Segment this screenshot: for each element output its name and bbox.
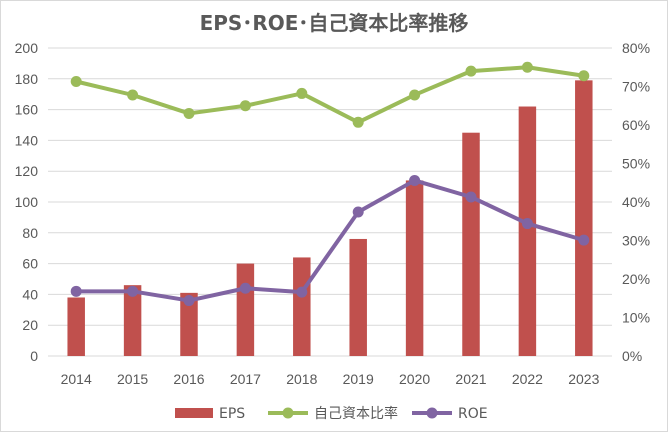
series-point	[409, 174, 421, 186]
series-point	[578, 234, 590, 246]
right-tick-label: 10%	[622, 310, 650, 326]
left-tick-label: 160	[15, 102, 39, 118]
x-tick-label: 2020	[399, 371, 430, 387]
left-tick-label: 200	[15, 40, 39, 56]
right-tick-label: 30%	[622, 233, 650, 249]
series-point	[352, 206, 364, 218]
eps-bar	[67, 297, 85, 356]
series-point	[465, 65, 477, 77]
legend-label: EPS	[219, 406, 245, 422]
legend: EPS 自己資本比率 ROE	[175, 405, 488, 422]
x-tick-label: 2016	[173, 371, 204, 387]
chart-title: EPS･ROE･自己資本比率推移	[200, 11, 469, 35]
series-point	[296, 286, 308, 298]
series-point	[183, 295, 195, 307]
eps-bar	[349, 238, 367, 356]
lines	[70, 61, 590, 307]
series-point	[127, 89, 139, 101]
series-point	[578, 70, 590, 82]
x-tick-label: 2017	[230, 371, 261, 387]
left-tick-label: 80	[22, 225, 38, 241]
x-tick-label: 2019	[343, 371, 374, 387]
legend-label: 自己資本比率	[314, 405, 398, 422]
series-point	[409, 89, 421, 101]
right-tick-label: 0%	[622, 348, 642, 364]
legend-marker	[426, 407, 438, 419]
series-point	[127, 285, 139, 297]
eps-bar	[123, 285, 142, 356]
eps-bar	[180, 292, 198, 356]
eps-bar	[405, 180, 424, 356]
x-tick-label: 2022	[512, 371, 543, 387]
right-tick-label: 80%	[622, 40, 650, 56]
left-axis: 0 20 40 60 80 100 120 140 160 180 200	[15, 40, 39, 364]
series-point	[352, 116, 364, 128]
series-point	[296, 87, 308, 99]
x-tick-label: 2015	[117, 371, 148, 387]
series-point	[521, 61, 533, 73]
series-point	[70, 75, 82, 87]
series-point	[239, 100, 251, 112]
right-axis: 0% 10% 20% 30% 40% 50% 60% 70% 80%	[622, 40, 650, 364]
series-point	[183, 107, 195, 119]
legend-label: ROE	[458, 406, 488, 422]
right-tick-label: 20%	[622, 271, 650, 287]
left-tick-label: 20	[22, 317, 38, 333]
eps-bar	[236, 263, 255, 356]
series-point	[70, 285, 82, 297]
x-axis: 2014 2015 2016 2017 2018 2019 2020 2021 2022 2023	[61, 371, 600, 387]
left-tick-label: 180	[15, 71, 39, 87]
series-point	[521, 218, 533, 230]
right-tick-label: 70%	[622, 79, 650, 95]
legend-swatch	[175, 408, 213, 418]
x-tick-label: 2014	[61, 371, 92, 387]
eps-bar	[462, 132, 480, 356]
left-tick-label: 120	[15, 163, 39, 179]
series-point	[465, 191, 477, 203]
right-tick-label: 50%	[622, 156, 650, 172]
legend-marker	[282, 407, 294, 419]
series-line	[75, 65, 585, 125]
left-tick-label: 0	[30, 348, 38, 364]
eps-bar	[293, 257, 311, 356]
left-tick-label: 140	[15, 132, 39, 148]
eps-bar	[575, 80, 593, 356]
x-tick-label: 2023	[568, 371, 599, 387]
series-point	[239, 282, 251, 294]
left-tick-label: 40	[22, 286, 38, 302]
eps-bar	[518, 106, 537, 357]
left-tick-label: 60	[22, 256, 38, 272]
right-tick-label: 60%	[622, 117, 650, 133]
x-tick-label: 2021	[455, 371, 486, 387]
x-tick-label: 2018	[286, 371, 317, 387]
left-tick-label: 100	[15, 194, 39, 210]
right-tick-label: 40%	[622, 194, 650, 210]
series-line	[76, 178, 585, 303]
